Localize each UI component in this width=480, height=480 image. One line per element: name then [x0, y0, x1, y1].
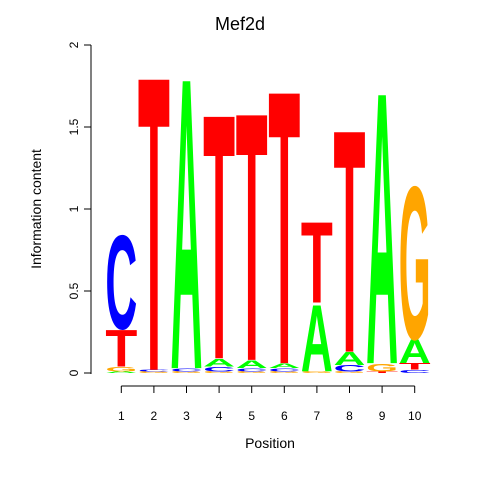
logo-letter-g: G	[366, 362, 398, 374]
logo-letter-g: G	[268, 371, 300, 374]
logo-letter-g: G	[236, 371, 268, 374]
logo-letter-c: C	[268, 367, 300, 372]
y-axis-label: Information content	[28, 149, 44, 269]
logo-letter-c: C	[399, 369, 431, 374]
logo-letter-c: C	[105, 208, 137, 358]
logo-letter-t: T	[105, 320, 137, 378]
logo-letter-c: C	[334, 363, 366, 373]
logo-letter-a: A	[105, 371, 137, 374]
x-tick-label: 6	[281, 409, 288, 423]
logo-letter-g: G	[399, 143, 431, 386]
logo-letter-a: A	[334, 349, 366, 369]
logo-letter-c: C	[236, 367, 268, 372]
logo-letter-t: T	[236, 38, 268, 435]
logo-letter-t: T	[399, 361, 431, 371]
logo-letter-g: G	[105, 365, 137, 373]
logo-letter-c: C	[203, 365, 235, 373]
logo-letter-g: G	[334, 371, 366, 374]
logo-letter-a: A	[268, 362, 300, 370]
x-tick-label: 3	[183, 409, 190, 423]
logo-letter-a: A	[399, 333, 431, 371]
x-tick-label: 4	[216, 409, 223, 423]
y-tick-label: 0.5	[67, 282, 81, 299]
y-tick-label: 2	[67, 41, 81, 48]
x-tick-label: 1	[118, 409, 125, 423]
chart-title: Mef2d	[215, 14, 265, 34]
logo-letter-t: T	[366, 371, 398, 374]
y-axis: 0 0.5 1 1.5 2	[67, 41, 92, 376]
logo-letter-t: T	[203, 42, 235, 434]
x-axis-label: Position	[245, 435, 295, 451]
logo-letter-g: G	[171, 371, 203, 374]
logo-letter-t: T	[138, 0, 170, 460]
y-tick-label: 1	[67, 205, 81, 212]
logo-letter-a: A	[301, 285, 333, 392]
y-tick-label: 1.5	[67, 118, 81, 135]
logo-letter-t: T	[334, 64, 366, 420]
x-tick-label: 9	[379, 409, 386, 423]
logo-letter-g: G	[138, 371, 170, 374]
logo-letter-a: A	[366, 10, 398, 446]
x-tick-label: 7	[314, 409, 321, 423]
y-tick-label: 0	[67, 369, 81, 376]
logo-letter-t: T	[301, 198, 333, 328]
logo-letter-c: C	[138, 369, 170, 372]
x-tick-label: 10	[408, 409, 422, 423]
x-tick-label: 5	[248, 409, 255, 423]
logo-letter-g: G	[301, 371, 333, 374]
logo-letter-a: A	[203, 356, 235, 369]
logo-letter-a: A	[236, 358, 268, 371]
x-tick-label: 8	[346, 409, 353, 423]
logo-letter-a: A	[171, 0, 203, 457]
x-axis: 1 2 3 4 5 6 7 8 9 10	[118, 385, 422, 423]
x-tick-label: 2	[151, 409, 158, 423]
logo-letter-t: T	[268, 10, 300, 447]
logo-letter-c: C	[171, 367, 203, 372]
logo-letter-g: G	[203, 371, 235, 374]
